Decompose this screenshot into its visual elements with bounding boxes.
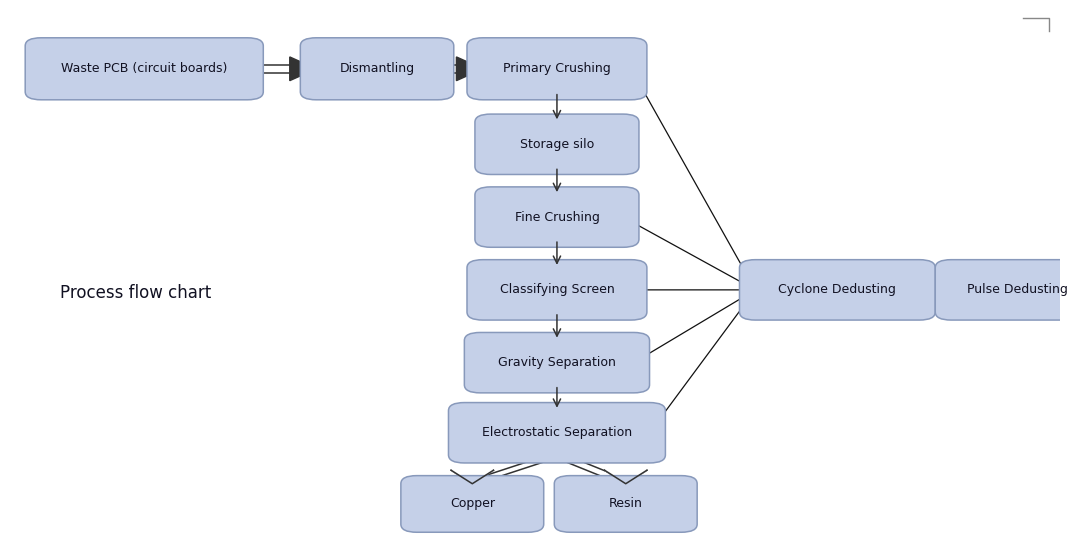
- Text: Resin: Resin: [609, 498, 642, 511]
- FancyBboxPatch shape: [25, 38, 263, 100]
- Text: Gravity Separation: Gravity Separation: [498, 356, 616, 369]
- Text: Waste PCB (circuit boards): Waste PCB (circuit boards): [61, 62, 227, 75]
- Polygon shape: [451, 470, 494, 483]
- FancyBboxPatch shape: [475, 187, 639, 247]
- Text: Storage silo: Storage silo: [520, 138, 594, 151]
- Text: Electrostatic Separation: Electrostatic Separation: [482, 426, 632, 439]
- FancyBboxPatch shape: [467, 260, 647, 320]
- Text: Cyclone Dedusting: Cyclone Dedusting: [778, 283, 896, 296]
- Text: Process flow chart: Process flow chart: [59, 283, 211, 301]
- Text: Fine Crushing: Fine Crushing: [514, 211, 599, 224]
- FancyBboxPatch shape: [475, 114, 639, 175]
- FancyBboxPatch shape: [465, 332, 650, 393]
- FancyBboxPatch shape: [401, 476, 543, 532]
- Polygon shape: [925, 278, 951, 302]
- Polygon shape: [290, 57, 316, 81]
- FancyBboxPatch shape: [554, 476, 697, 532]
- Text: Classifying Screen: Classifying Screen: [499, 283, 614, 296]
- FancyBboxPatch shape: [936, 260, 1078, 320]
- FancyBboxPatch shape: [301, 38, 454, 100]
- FancyBboxPatch shape: [467, 38, 647, 100]
- Text: Pulse Dedusting: Pulse Dedusting: [967, 283, 1067, 296]
- FancyBboxPatch shape: [740, 260, 936, 320]
- Text: Copper: Copper: [450, 498, 495, 511]
- Text: Dismantling: Dismantling: [340, 62, 415, 75]
- Text: Primary Crushing: Primary Crushing: [503, 62, 611, 75]
- Polygon shape: [605, 470, 647, 483]
- FancyBboxPatch shape: [448, 403, 665, 463]
- Polygon shape: [456, 57, 483, 81]
